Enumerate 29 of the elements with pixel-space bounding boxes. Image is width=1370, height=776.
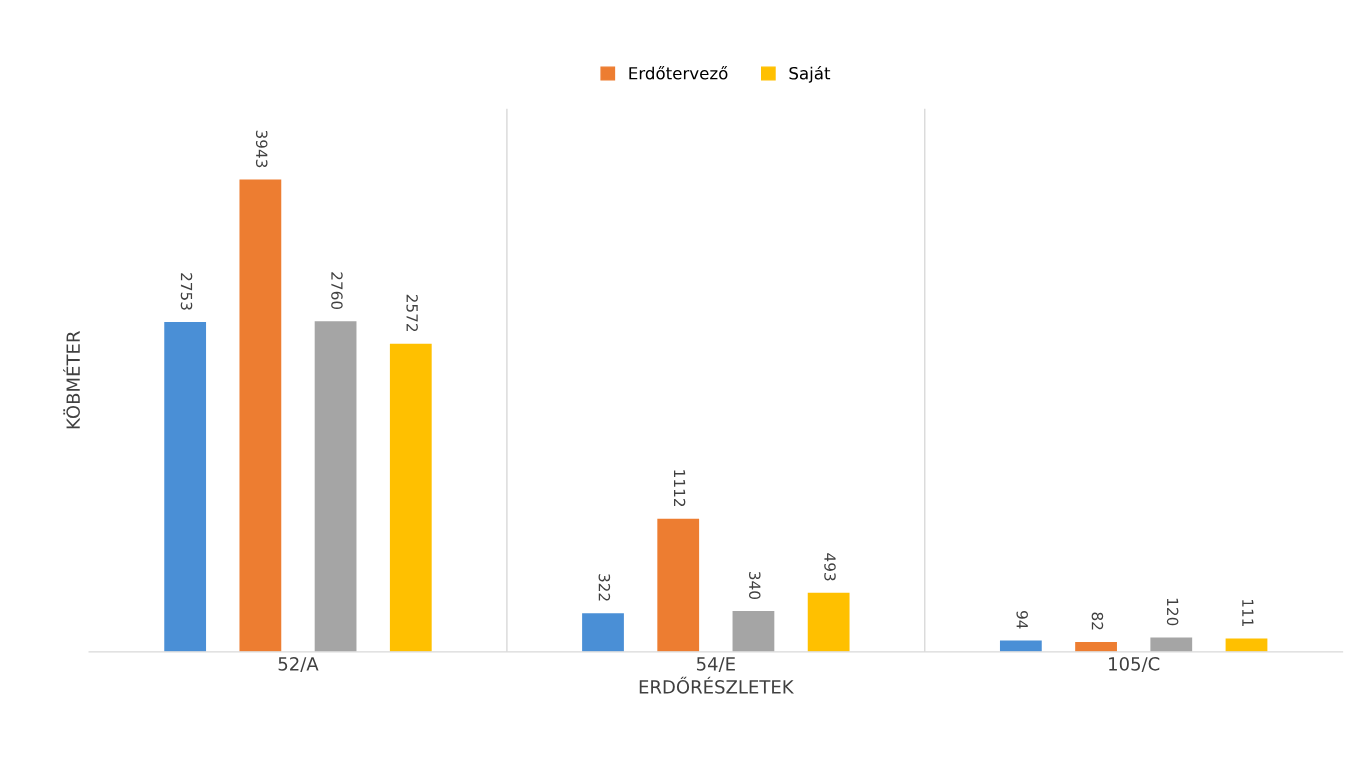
bar [657,518,700,652]
x-tick-label: 54/E [696,657,735,673]
data-label: 340 [749,572,761,599]
data-label: 2760 [331,272,343,310]
x-tick-label: 105/C [1109,657,1160,673]
bar [1075,642,1117,652]
y-axis-title: KÖBMÉTER [63,331,80,429]
data-label: 94 [1016,610,1028,629]
bar [164,322,207,652]
x-axis-title: ERDŐRÉSZLETEK [639,676,794,694]
legend-label: Saját [789,65,831,83]
bar [239,179,282,652]
data-label: 3943 [255,130,268,168]
data-label: 493 [824,553,836,581]
legend-label: Erdőtervező [629,65,728,80]
bar [732,611,775,652]
bar [582,613,624,652]
bar [314,321,357,652]
bar [1150,637,1193,652]
data-label: 2753 [180,273,193,310]
data-label: 322 [598,574,611,601]
data-label: 111 [1242,599,1254,627]
x-tick-label: 52/A [278,657,319,673]
bar [389,343,432,652]
data-label: 82 [1091,612,1104,630]
data-label: 1112 [674,470,686,506]
data-label: 2572 [406,294,418,332]
data-label: 120 [1166,598,1179,626]
bar [807,592,850,652]
